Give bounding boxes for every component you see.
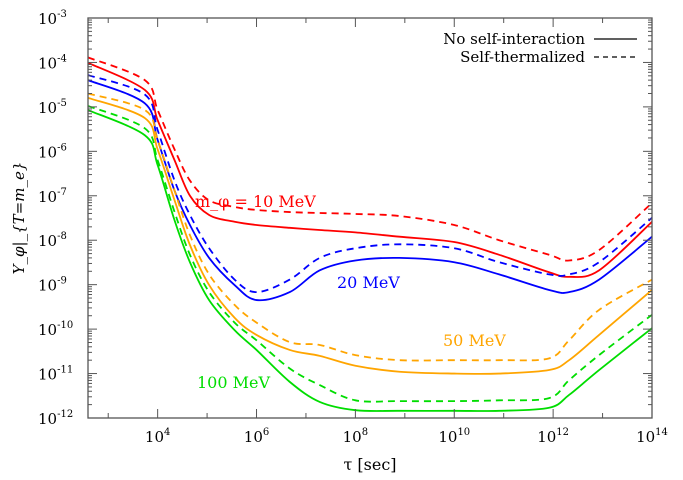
y-tick-label: 10-8 (38, 231, 67, 250)
y-tick-label: 10-5 (38, 98, 67, 117)
x-tick-label: 106 (244, 427, 269, 446)
x-tick-label: 1012 (537, 427, 569, 446)
legend-label-dashed: Self-thermalized (460, 48, 585, 66)
series-line-20mev-dashed (87, 74, 653, 294)
legend-label-solid: No self-interaction (443, 30, 585, 48)
series-line-20mev-solid (87, 79, 653, 302)
annotation-100mev: 100 MeV (197, 373, 270, 392)
series-layer (87, 56, 653, 412)
x-tick-label: 104 (145, 427, 170, 446)
annotation-20mev: 20 MeV (337, 273, 400, 292)
series-line-100mev-solid (87, 109, 653, 412)
series-line-100mev-dashed (87, 105, 653, 403)
annotation-10mev: m_φ = 10 MeV (195, 192, 316, 211)
series-line-50mev-solid (87, 96, 653, 375)
y-tick-label: 10-4 (38, 53, 67, 72)
y-tick-label: 10-11 (38, 365, 73, 384)
y-tick-label: 10-12 (38, 409, 73, 428)
y-tick-label: 10-7 (38, 187, 67, 206)
y-tick-label: 10-10 (38, 320, 73, 339)
y-axis-label: Y_φ|_{T=m_e} (10, 162, 28, 275)
y-tick-label: 10-9 (38, 276, 67, 295)
x-tick-label: 108 (343, 427, 368, 446)
series-line-50mev-dashed (87, 92, 653, 362)
x-tick-label: 1014 (636, 427, 668, 446)
ticks-layer: 104 106 108 1010 1012 1014 10-3 10-4 10-5 10-6 10-… (38, 9, 668, 446)
y-tick-label: 10-3 (38, 9, 67, 28)
legend: No self-interaction Self-thermalized (443, 30, 637, 66)
series-line-10mev-dashed (87, 56, 653, 262)
plot-frame (87, 17, 653, 419)
annotation-50mev: 50 MeV (443, 331, 506, 350)
x-tick-label: 1010 (438, 427, 470, 446)
x-axis-label: τ [sec] (343, 455, 396, 474)
y-tick-label: 10-6 (38, 142, 67, 161)
series-line-10mev-solid (87, 62, 653, 278)
